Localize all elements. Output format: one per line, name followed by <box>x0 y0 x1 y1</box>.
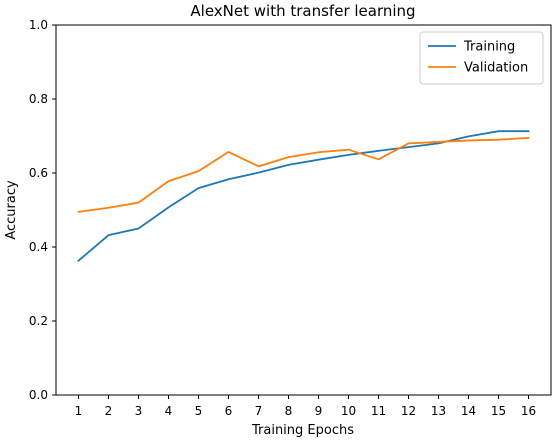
axes-frame <box>55 24 552 396</box>
y-tick-label: 0.2 <box>29 314 48 328</box>
x-tick-label: 1 <box>75 404 83 418</box>
legend: Training Validation <box>419 31 544 85</box>
x-tick-label: 6 <box>225 404 233 418</box>
series-line-validation <box>77 136 530 213</box>
x-tick-label: 7 <box>255 404 263 418</box>
x-tick-label: 8 <box>285 404 293 418</box>
y-tick-label: 0.0 <box>29 388 48 402</box>
x-tick-label: 2 <box>105 404 113 418</box>
x-tick-label: 5 <box>195 404 203 418</box>
legend-label-training: Training <box>463 40 515 55</box>
legend-box <box>419 31 544 85</box>
x-tick-label: 15 <box>491 404 506 418</box>
x-tick-label: 13 <box>431 404 446 418</box>
chart-title: AlexNet with transfer learning <box>190 2 415 20</box>
series-line-training <box>77 130 530 262</box>
x-tick-label: 10 <box>341 404 356 418</box>
plot-area: 1 2 3 4 5 6 7 8 9 10 11 12 13 14 15 160.00.20.40.60.81.… <box>29 18 552 418</box>
y-tick-label: 0.8 <box>29 92 48 106</box>
legend-label-validation: Validation <box>464 61 528 76</box>
x-axis-label: Training Epochs <box>251 423 354 438</box>
x-tick-label: 9 <box>315 404 323 418</box>
y-tick-label: 0.4 <box>29 240 48 254</box>
x-tick-label: 3 <box>135 404 143 418</box>
x-tick-label: 16 <box>521 404 536 418</box>
x-tick-label: 12 <box>401 404 416 418</box>
x-tick-label: 14 <box>461 404 476 418</box>
x-tick-label: 11 <box>371 404 386 418</box>
y-axis-label: Accuracy <box>4 180 19 240</box>
y-tick-label: 0.6 <box>29 166 48 180</box>
x-tick-label: 4 <box>165 404 173 418</box>
y-tick-label: 1.0 <box>29 18 48 32</box>
